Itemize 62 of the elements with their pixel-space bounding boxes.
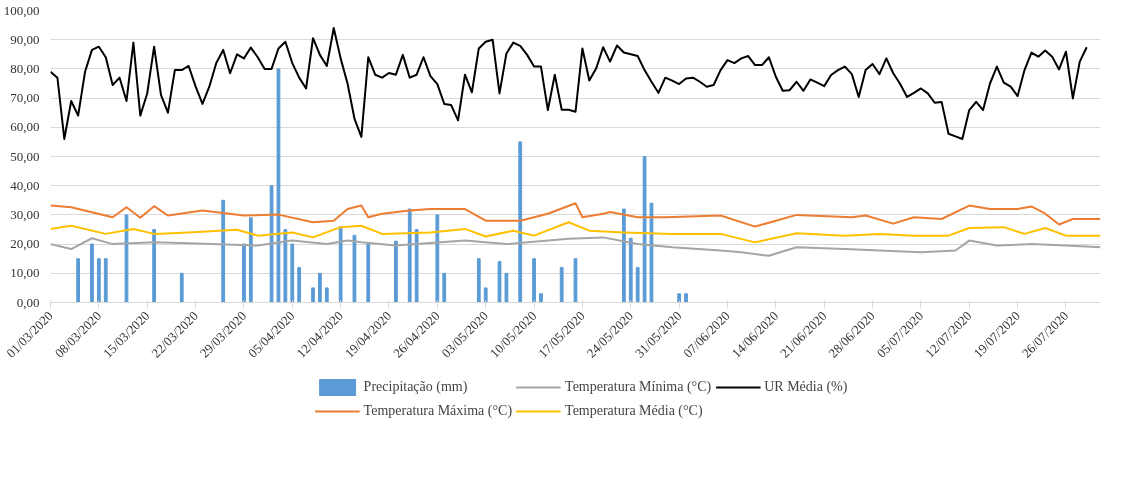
bar bbox=[497, 261, 502, 303]
bar bbox=[76, 258, 81, 303]
legend-label: Temperatura Média (°C) bbox=[565, 403, 703, 419]
y-tick-label: 0,00 bbox=[16, 294, 40, 310]
y-tick-label: 50,00 bbox=[10, 148, 40, 164]
y-tick-label: 20,00 bbox=[10, 236, 40, 252]
y-tick-label: 30,00 bbox=[10, 206, 40, 222]
bar bbox=[684, 293, 688, 303]
y-tick-label: 80,00 bbox=[10, 60, 40, 76]
bar bbox=[642, 156, 647, 303]
bar bbox=[318, 272, 322, 303]
bar bbox=[435, 214, 440, 303]
bar bbox=[290, 243, 295, 303]
bar bbox=[532, 258, 536, 303]
bar bbox=[103, 258, 108, 303]
bar bbox=[352, 234, 357, 303]
bar bbox=[518, 141, 523, 303]
bar bbox=[504, 272, 509, 303]
legend-label: Temperatura Mínima (°C) bbox=[565, 379, 712, 395]
bar bbox=[407, 208, 412, 303]
bar bbox=[539, 293, 543, 303]
line-series bbox=[50, 27, 1088, 140]
bar bbox=[621, 208, 626, 303]
y-tick-label: 100,00 bbox=[3, 2, 40, 18]
y-tick-label: 10,00 bbox=[10, 265, 40, 281]
bar bbox=[573, 258, 578, 303]
bar bbox=[276, 68, 281, 303]
bar bbox=[283, 229, 288, 303]
bar bbox=[297, 266, 302, 303]
bar bbox=[248, 217, 253, 303]
bar bbox=[90, 243, 94, 303]
bar bbox=[179, 272, 184, 303]
line-series bbox=[50, 236, 1101, 257]
bar bbox=[96, 258, 101, 303]
bar bbox=[324, 287, 329, 303]
y-tick-label: 60,00 bbox=[10, 119, 40, 135]
bar bbox=[338, 226, 343, 303]
bar bbox=[483, 287, 488, 303]
y-tick-label: 90,00 bbox=[10, 31, 40, 47]
bar bbox=[559, 266, 564, 303]
y-tick-label: 40,00 bbox=[10, 177, 40, 193]
bar bbox=[221, 199, 226, 303]
bar bbox=[269, 185, 274, 303]
bar bbox=[394, 240, 398, 303]
bar bbox=[152, 229, 156, 303]
bar bbox=[242, 243, 246, 303]
bar bbox=[311, 287, 315, 303]
bar bbox=[366, 243, 371, 303]
bar bbox=[635, 266, 640, 303]
y-tick-label: 70,00 bbox=[10, 90, 40, 106]
bar bbox=[677, 293, 681, 303]
bar bbox=[628, 237, 633, 303]
line-series bbox=[50, 221, 1101, 244]
legend-label: UR Média (%) bbox=[764, 379, 848, 395]
line-series bbox=[50, 202, 1101, 228]
bar bbox=[649, 202, 654, 303]
bar bbox=[124, 214, 129, 303]
legend-label: Precipitação (mm) bbox=[363, 379, 468, 395]
bar bbox=[414, 229, 419, 303]
bar bbox=[476, 258, 481, 303]
legend-label: Temperatura Máxima (°C) bbox=[363, 403, 513, 419]
bar bbox=[442, 272, 447, 303]
